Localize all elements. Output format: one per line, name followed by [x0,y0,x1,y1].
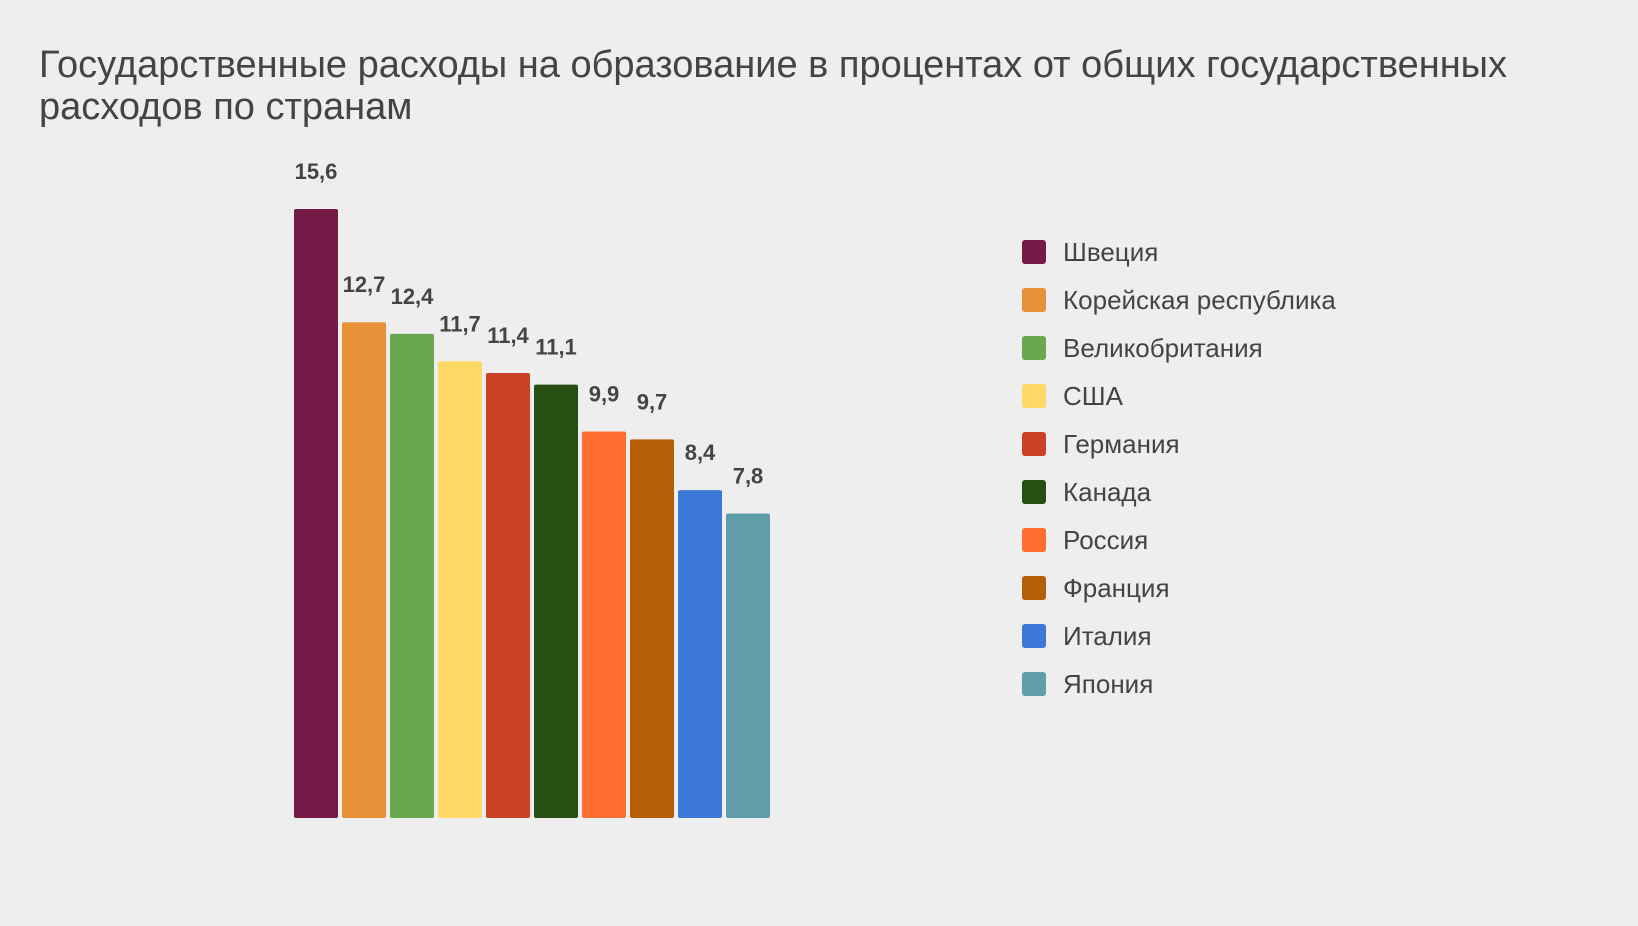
legend-item: Япония [1022,660,1336,708]
bar-value-label: 11,1 [535,335,577,360]
bar-value-label: 8,4 [685,440,716,465]
bar-value-label: 9,7 [637,389,668,414]
legend-item: США [1022,372,1336,420]
bar-2 [342,322,386,818]
legend-label: Корейская республика [1063,284,1336,315]
legend-item: Корейская республика [1022,276,1336,324]
legend-swatch [1022,576,1046,600]
legend-swatch [1022,624,1046,648]
bar-value-label: 11,4 [487,323,529,348]
legend-swatch [1022,672,1046,696]
bar-value-label: 11,7 [439,311,481,336]
legend-swatch [1022,384,1046,408]
legend-label: США [1063,380,1123,411]
bar-1 [294,209,338,818]
legend-item: Канада [1022,468,1336,516]
bar-7 [582,431,626,818]
legend-swatch [1022,432,1046,456]
bar-4 [438,361,482,818]
bar-value-label: 12,7 [343,272,386,297]
legend-swatch [1022,240,1046,264]
bar-value-label: 15,6 [295,159,338,184]
bar-3 [390,333,434,818]
chart-legend: Швеция Корейская республика Великобритания… [1022,228,1336,708]
legend-swatch [1022,336,1046,360]
legend-swatch [1022,480,1046,504]
legend-label: Швеция [1063,236,1159,267]
bar-6 [534,384,578,818]
bar-value-label: 9,9 [589,382,620,407]
legend-label: Япония [1063,668,1154,699]
legend-item: Великобритания [1022,324,1336,372]
bar-8 [630,439,674,818]
legend-label: Германия [1063,428,1180,459]
bar-10 [726,513,770,818]
chart-title: Государственные расходы на образование в… [39,44,1507,128]
bar-5 [486,372,530,818]
legend-swatch [1022,528,1046,552]
bar-value-label: 7,8 [733,464,764,489]
legend-item: Германия [1022,420,1336,468]
legend-item: Россия [1022,516,1336,564]
bar-value-label: 12,4 [391,284,435,309]
legend-label: Италия [1063,620,1152,651]
legend-item: Франция [1022,564,1336,612]
legend-item: Италия [1022,612,1336,660]
legend-label: Франция [1063,572,1170,603]
legend-label: Канада [1063,476,1152,507]
legend-item: Швеция [1022,228,1336,276]
bar-9 [678,490,722,818]
legend-label: Россия [1063,524,1149,555]
legend-swatch [1022,288,1046,312]
legend-label: Великобритания [1063,332,1263,363]
